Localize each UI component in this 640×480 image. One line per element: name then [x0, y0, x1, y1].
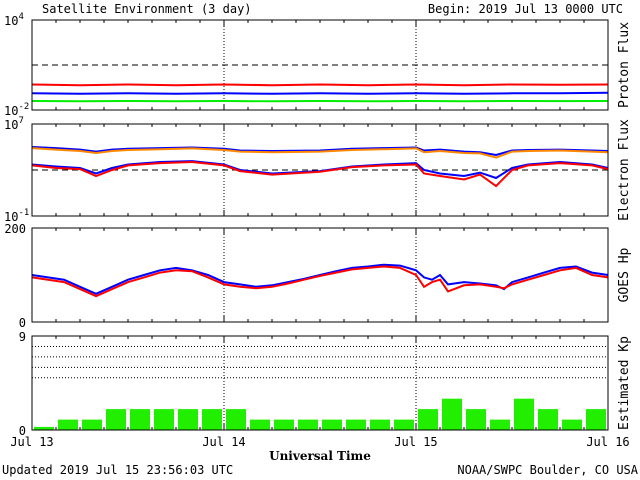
kp-bar — [490, 419, 510, 430]
series-line-1 — [31, 265, 609, 298]
credit-text: NOAA/SWPC Boulder, CO USA — [457, 463, 638, 477]
y-axis-label: Estimated Kp — [617, 336, 632, 430]
kp-bar — [586, 409, 606, 430]
kp-bar — [274, 419, 294, 430]
series-line-0 — [31, 263, 609, 295]
y-axis-label: GOES Hp — [617, 247, 632, 302]
updated-timestamp: Updated 2019 Jul 15 23:56:03 UTC — [2, 463, 233, 477]
y-tick-label: 107 — [4, 116, 24, 132]
y-tick-label: 10-1 — [4, 208, 29, 224]
kp-bar — [346, 419, 366, 430]
kp-bar — [106, 409, 126, 430]
kp-bar — [562, 419, 582, 430]
kp-bar — [154, 409, 174, 430]
figure-title: Satellite Environment (3 day) — [42, 2, 252, 16]
panel-frame — [31, 19, 609, 111]
series-line-1 — [31, 147, 609, 159]
series-line-0 — [31, 83, 609, 87]
kp-bar — [226, 409, 246, 430]
kp-bar — [202, 409, 222, 430]
panel-frame — [31, 123, 609, 217]
y-axis-label: Proton Flux — [617, 22, 632, 108]
kp-bar — [442, 398, 462, 430]
kp-bar — [34, 426, 54, 430]
kp-bar — [130, 409, 150, 430]
kp-bar — [514, 398, 534, 430]
x-tick-label: Jul 15 — [394, 435, 437, 449]
series-line-3 — [31, 160, 609, 188]
x-axis-label: Universal Time — [269, 449, 371, 463]
panel-goes-hp: 200 0 GOES Hp — [4, 222, 632, 330]
y-tick-label: 104 — [4, 12, 24, 28]
panel-kp: 9 0 Estimated Kp — [19, 330, 632, 438]
begin-time: Begin: 2019 Jul 13 0000 UTC — [428, 2, 623, 16]
x-tick-label: Jul 16 — [586, 435, 629, 449]
kp-bar — [394, 419, 414, 430]
y-tick-label: 9 — [19, 330, 26, 344]
series-line-2 — [31, 160, 609, 180]
series-line-1 — [31, 91, 609, 95]
kp-bar — [250, 419, 270, 430]
kp-bar — [298, 419, 318, 430]
x-axis-ticks: Jul 13 Jul 14 Jul 15 Jul 16 — [10, 435, 629, 449]
y-axis-label: Electron Flux — [617, 119, 632, 221]
kp-bar — [418, 409, 438, 430]
y-tick-label: 0 — [19, 424, 26, 438]
kp-bar — [58, 419, 78, 430]
x-tick-label: Jul 13 — [10, 435, 53, 449]
y-tick-label: 200 — [4, 222, 26, 236]
kp-bar — [538, 409, 558, 430]
kp-bar — [466, 409, 486, 430]
kp-bar — [322, 419, 342, 430]
y-tick-label: 10-2 — [4, 102, 29, 118]
panel-proton: 104 10-2 Proton Flux — [4, 12, 632, 118]
kp-bar — [370, 419, 390, 430]
panel-electron: 107 10-1 Electron Flux — [4, 116, 632, 224]
kp-bar — [178, 409, 198, 430]
x-tick-label: Jul 14 — [202, 435, 245, 449]
series-line-0 — [31, 146, 609, 157]
kp-bar — [82, 419, 102, 430]
y-tick-label: 0 — [19, 316, 26, 330]
